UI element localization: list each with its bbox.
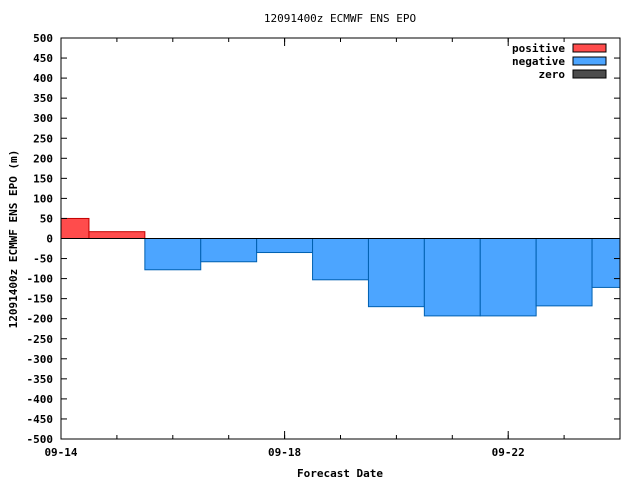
bar-8 <box>479 238 537 317</box>
y-tick-label: 300 <box>33 112 53 125</box>
y-tick-label: -200 <box>27 313 54 326</box>
legend-swatch-positive <box>572 43 607 53</box>
y-tick-label: -500 <box>27 433 54 446</box>
y-tick-label: 0 <box>46 233 53 246</box>
y-tick-label: -450 <box>27 413 54 426</box>
y-tick-label: -350 <box>27 373 54 386</box>
y-tick-label: -150 <box>27 293 54 306</box>
y-tick-label: -400 <box>27 393 54 406</box>
x-tick-label: 09-18 <box>268 446 301 459</box>
bar-2 <box>144 238 202 271</box>
bar-9 <box>535 238 593 307</box>
ticks-layer: 500450400350300250200150100500-50-100-15… <box>27 32 620 459</box>
y-tick-label: 350 <box>33 92 53 105</box>
legend-label-positive: positive <box>512 42 565 55</box>
bar-10 <box>591 238 621 288</box>
y-tick-label: -100 <box>27 273 54 286</box>
legend-label-negative: negative <box>512 55 565 68</box>
bar-6 <box>367 238 425 308</box>
y-tick-label: 50 <box>40 212 53 225</box>
y-tick-label: 400 <box>33 72 53 85</box>
legend-swatch-negative <box>572 56 607 66</box>
bar-5 <box>312 238 369 281</box>
chart-title: 12091400z ECMWF ENS EPO <box>264 12 416 25</box>
y-tick-label: 150 <box>33 172 53 185</box>
y-tick-label: 100 <box>33 192 53 205</box>
y-tick-label: -250 <box>27 333 54 346</box>
y-tick-label: 500 <box>33 32 53 45</box>
bar-3 <box>200 238 258 263</box>
bar-1 <box>88 231 146 239</box>
x-axis-title: Forecast Date <box>297 467 383 480</box>
y-tick-label: 450 <box>33 52 53 65</box>
y-tick-label: 250 <box>33 132 53 145</box>
y-tick-label: -50 <box>33 253 53 266</box>
y-axis-title: 12091400z ECMWF ENS EPO (m) <box>7 150 20 329</box>
y-tick-label: -300 <box>27 353 54 366</box>
bar-7 <box>423 238 481 317</box>
bar-0 <box>60 217 90 239</box>
x-tick-label: 09-22 <box>492 446 525 459</box>
bars-layer <box>60 217 621 317</box>
y-tick-label: 200 <box>33 152 53 165</box>
x-tick-label: 09-14 <box>44 446 77 459</box>
bar-4 <box>256 238 314 254</box>
legend-swatch-zero <box>572 69 607 79</box>
legend-label-zero: zero <box>539 68 566 81</box>
